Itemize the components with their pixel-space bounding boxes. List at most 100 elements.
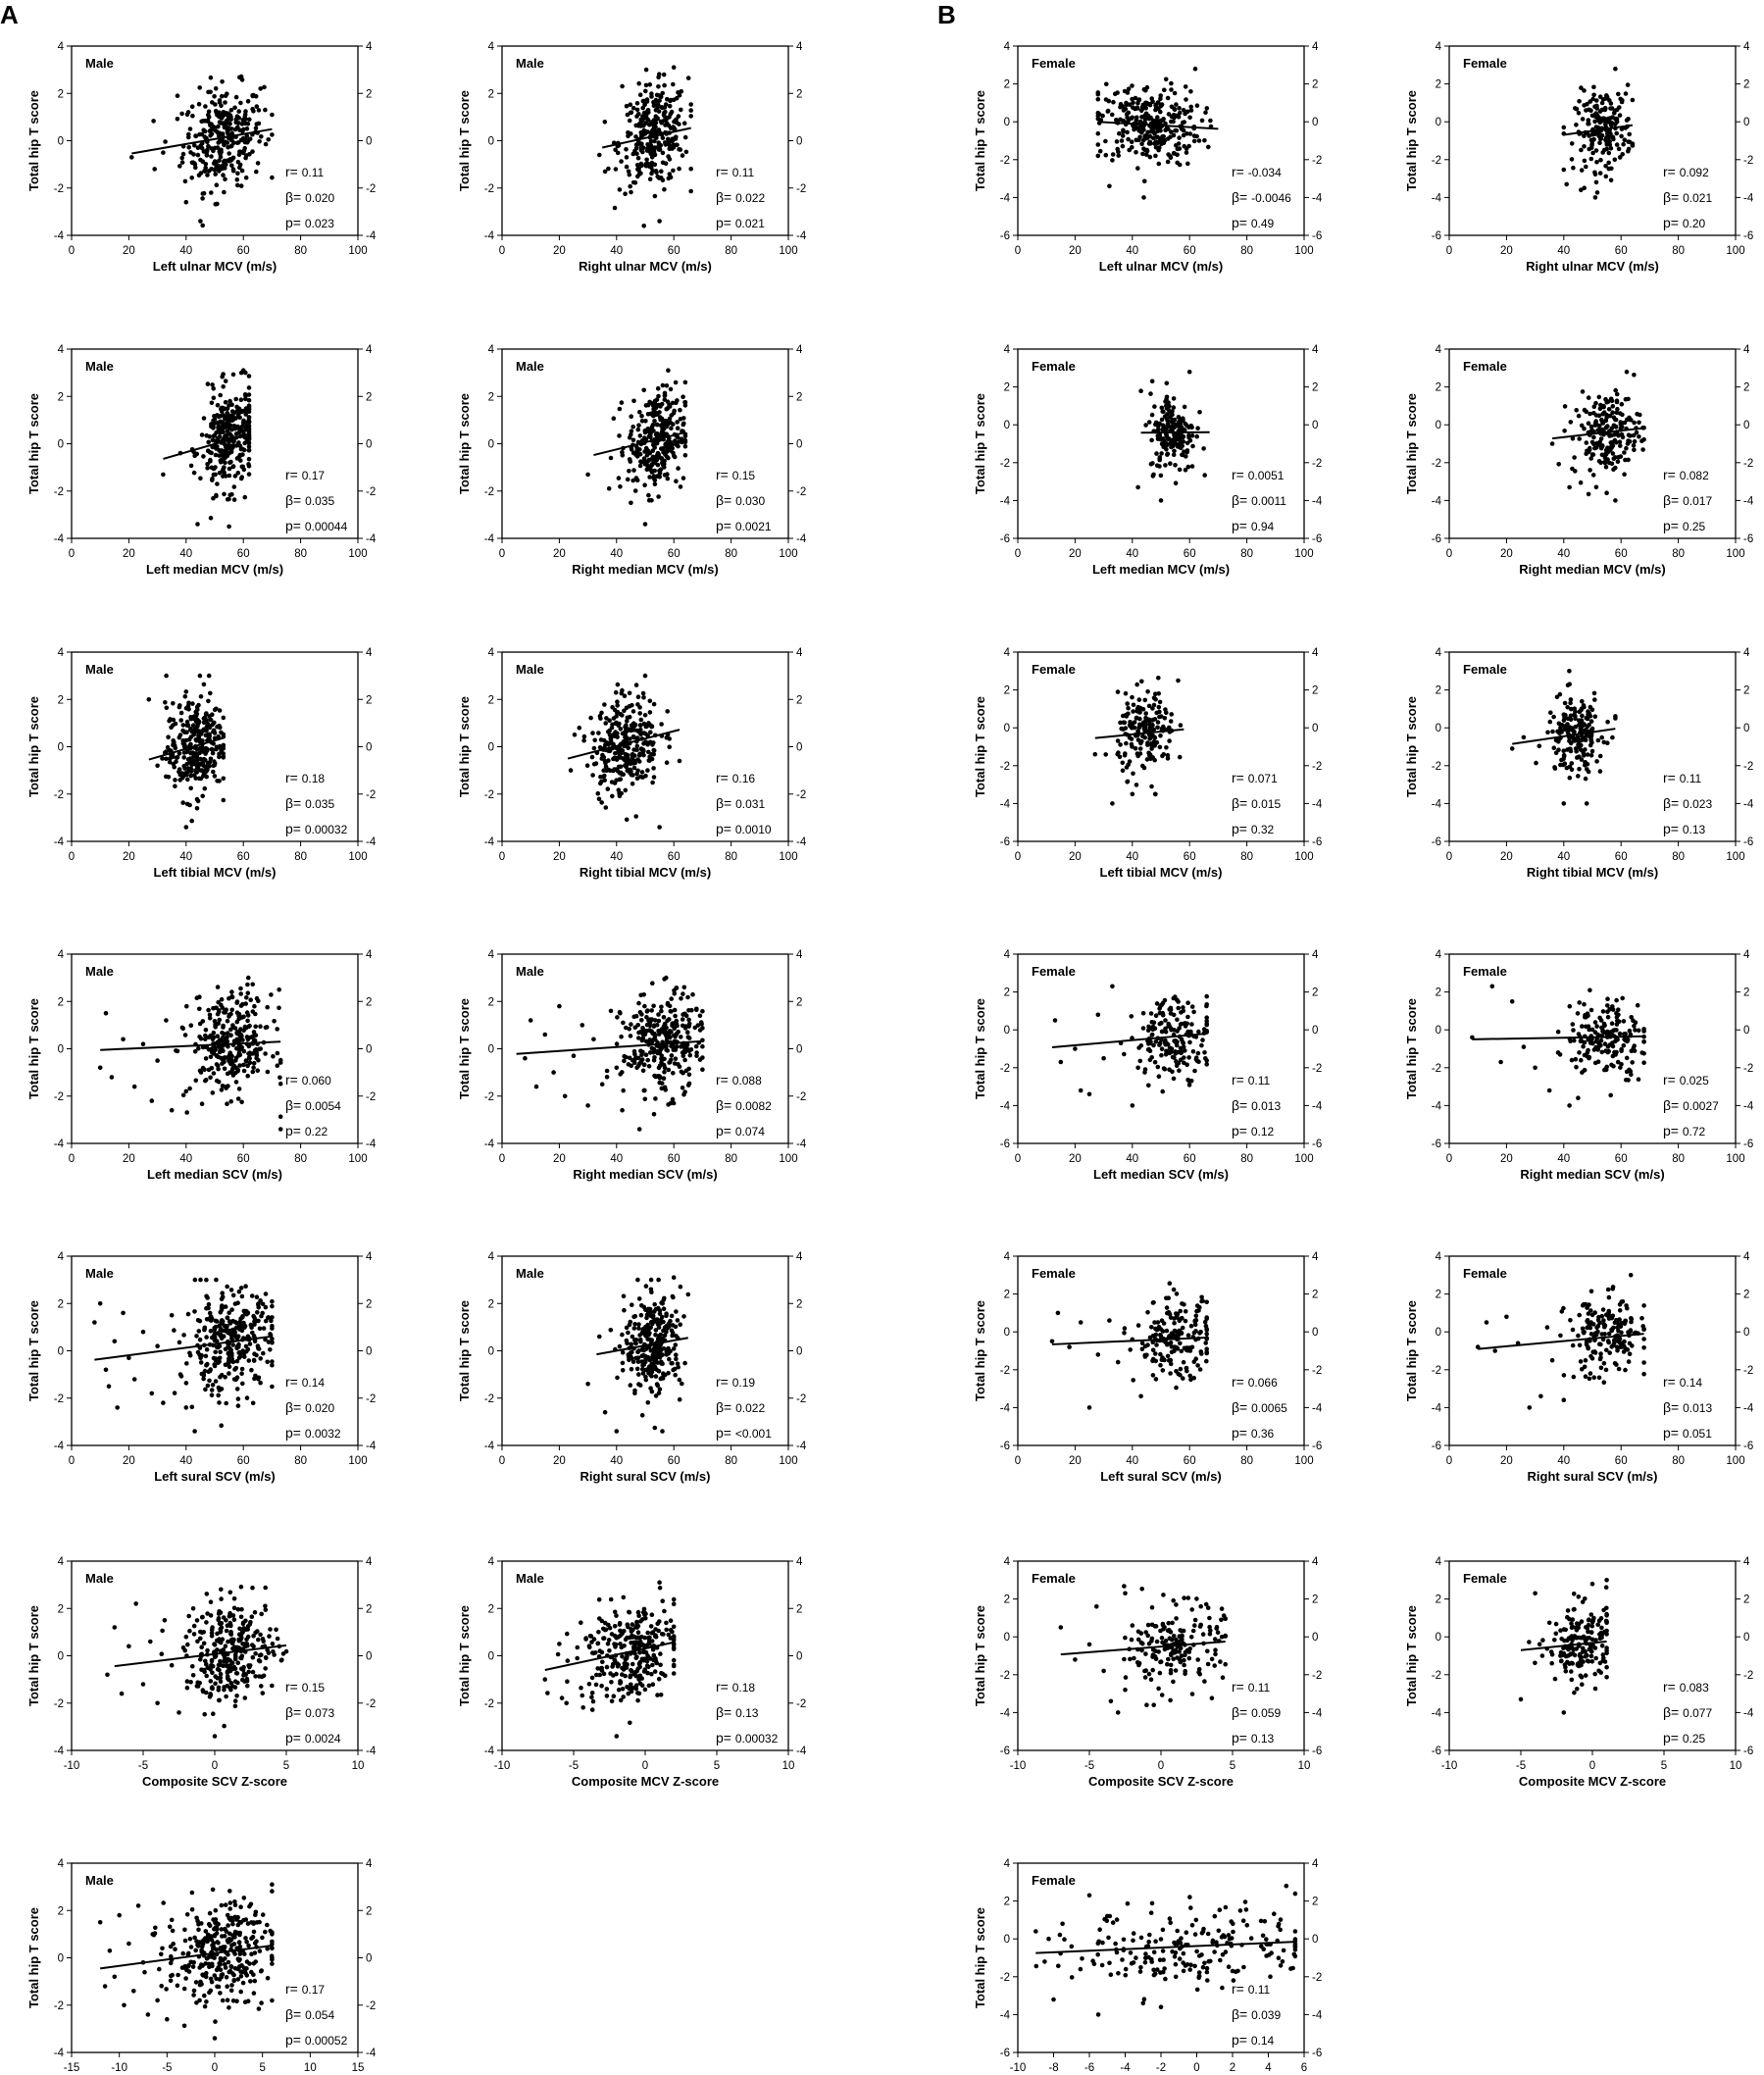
y-tick-label-right: -4: [366, 1139, 377, 1150]
data-point: [207, 1015, 213, 1021]
stat-p: p= 0.20: [1663, 215, 1706, 230]
data-point: [210, 476, 215, 481]
data-point: [1596, 133, 1601, 139]
data-point: [237, 162, 243, 168]
y-tick-label-right: -6: [1743, 1139, 1753, 1150]
y-tick-label: 4: [1436, 647, 1442, 659]
data-point: [1175, 433, 1180, 439]
data-point: [661, 427, 667, 431]
x-axis-label: Left ulnar MCV (m/s): [153, 259, 277, 274]
data-point: [1110, 801, 1115, 806]
data-point: [216, 140, 221, 145]
data-point: [1116, 149, 1121, 155]
data-point: [1194, 433, 1199, 439]
data-point: [1139, 679, 1144, 684]
data-point: [1592, 119, 1597, 125]
data-point: [250, 1069, 256, 1075]
data-point: [657, 825, 662, 830]
data-point: [688, 102, 693, 107]
data-point: [1160, 1000, 1166, 1006]
data-point: [665, 709, 670, 714]
data-point: [181, 1333, 186, 1338]
data-point: [669, 996, 674, 1001]
data-point: [641, 224, 646, 228]
data-point: [194, 770, 199, 775]
data-point: [242, 1024, 248, 1030]
data-point: [1593, 400, 1598, 406]
data-point: [193, 737, 199, 742]
x-tick-label: 0: [499, 548, 505, 560]
data-point: [606, 166, 611, 172]
y-tick-label-right: -2: [366, 789, 376, 801]
y-tick-label-right: -4: [1312, 192, 1323, 204]
data-point: [1129, 139, 1134, 144]
data-point: [1120, 104, 1125, 109]
y-tick-label-right: 4: [366, 1251, 373, 1263]
y-tick-label-right: -4: [366, 533, 377, 545]
data-point: [246, 444, 252, 449]
data-point: [212, 94, 217, 99]
x-tick-label: 60: [1184, 245, 1196, 257]
data-point: [1150, 461, 1155, 466]
data-point: [1136, 137, 1141, 142]
data-point: [682, 1089, 687, 1094]
data-point: [218, 154, 224, 160]
data-point: [626, 727, 630, 732]
data-point: [615, 1015, 620, 1020]
data-point: [209, 746, 215, 752]
data-point: [638, 171, 643, 176]
data-point: [1137, 746, 1143, 751]
data-point: [657, 415, 663, 420]
data-point: [175, 93, 180, 98]
data-point: [228, 1011, 233, 1017]
data-point: [1196, 138, 1202, 143]
data-point: [1624, 1055, 1630, 1061]
data-point: [1637, 434, 1641, 439]
y-tick-label: -6: [1432, 533, 1441, 545]
data-point: [1177, 1026, 1182, 1031]
data-point: [615, 734, 620, 739]
data-point: [277, 987, 282, 992]
data-point: [617, 721, 622, 727]
data-point: [207, 1310, 213, 1316]
data-point: [1594, 422, 1599, 428]
data-point: [187, 1086, 192, 1091]
data-point: [1153, 422, 1158, 428]
data-point: [246, 397, 252, 403]
y-tick-label: 2: [58, 694, 64, 706]
data-point: [682, 380, 688, 385]
x-tick-label: 0: [1015, 245, 1021, 257]
data-point: [1588, 734, 1594, 738]
data-point: [651, 701, 657, 707]
regression-line: [1140, 430, 1210, 434]
data-point: [1586, 1024, 1591, 1029]
data-point: [1110, 158, 1115, 163]
y-axis-label: Total hip T score: [1404, 90, 1419, 191]
data-point: [164, 705, 170, 711]
data-point: [1168, 1026, 1174, 1031]
data-point: [236, 440, 241, 445]
data-point: [227, 158, 232, 164]
data-point: [634, 728, 640, 734]
data-point: [698, 1020, 704, 1025]
data-point: [263, 141, 269, 147]
data-point: [219, 1055, 224, 1061]
data-point: [1157, 714, 1162, 720]
data-point: [1586, 118, 1591, 123]
data-point: [1608, 106, 1613, 111]
data-point: [1590, 150, 1595, 156]
data-point: [1575, 1011, 1581, 1016]
data-point: [277, 1005, 281, 1011]
data-point: [103, 1011, 109, 1016]
stat-r: r= 0.11: [285, 164, 325, 179]
data-point: [265, 1004, 271, 1010]
y-tick-label-right: 0: [366, 742, 372, 754]
data-point: [198, 694, 204, 699]
data-point: [664, 1038, 670, 1043]
data-point: [645, 459, 650, 465]
data-point: [220, 420, 226, 426]
y-tick-label-right: 4: [1743, 41, 1750, 53]
data-point: [669, 441, 674, 447]
data-point: [650, 410, 656, 416]
